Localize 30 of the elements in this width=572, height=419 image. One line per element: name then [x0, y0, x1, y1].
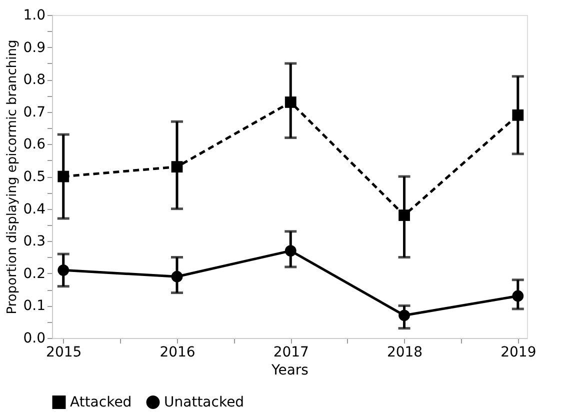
y-tick-label: 0.5 — [23, 169, 46, 185]
y-tick-label: 0.2 — [23, 266, 46, 282]
x-axis-title: Years — [270, 362, 308, 378]
y-tick-label: 0.1 — [23, 298, 46, 314]
x-tick-label: 2015 — [46, 344, 82, 360]
x-tick-label: 2017 — [273, 344, 309, 360]
legend-label: Unattacked — [164, 394, 244, 410]
point — [398, 210, 410, 221]
point — [58, 264, 70, 276]
point — [284, 245, 296, 256]
y-tick-label: 0.3 — [23, 234, 46, 250]
y-tick-label: 0.4 — [23, 201, 46, 218]
x-tick-label: 2018 — [386, 344, 423, 360]
y-tick-label: 0.6 — [23, 136, 46, 153]
y-tick-label: 0.0 — [23, 330, 46, 346]
y-tick-label: 0.8 — [23, 72, 46, 88]
point — [58, 170, 70, 182]
x-tick-label: 2019 — [500, 344, 536, 360]
y-tick-label: 1.0 — [23, 8, 46, 24]
point — [171, 270, 183, 282]
point — [398, 310, 410, 322]
point — [284, 96, 296, 108]
y-axis-title: Proportion displaying epicormic branching — [5, 40, 20, 314]
legend-label: Attacked — [70, 394, 132, 410]
point — [512, 109, 524, 121]
x-tick-label: 2016 — [160, 344, 196, 360]
y-tick-label: 0.9 — [23, 40, 46, 56]
point — [171, 161, 183, 173]
point — [512, 290, 524, 302]
y-tick-label: 0.7 — [23, 104, 46, 120]
